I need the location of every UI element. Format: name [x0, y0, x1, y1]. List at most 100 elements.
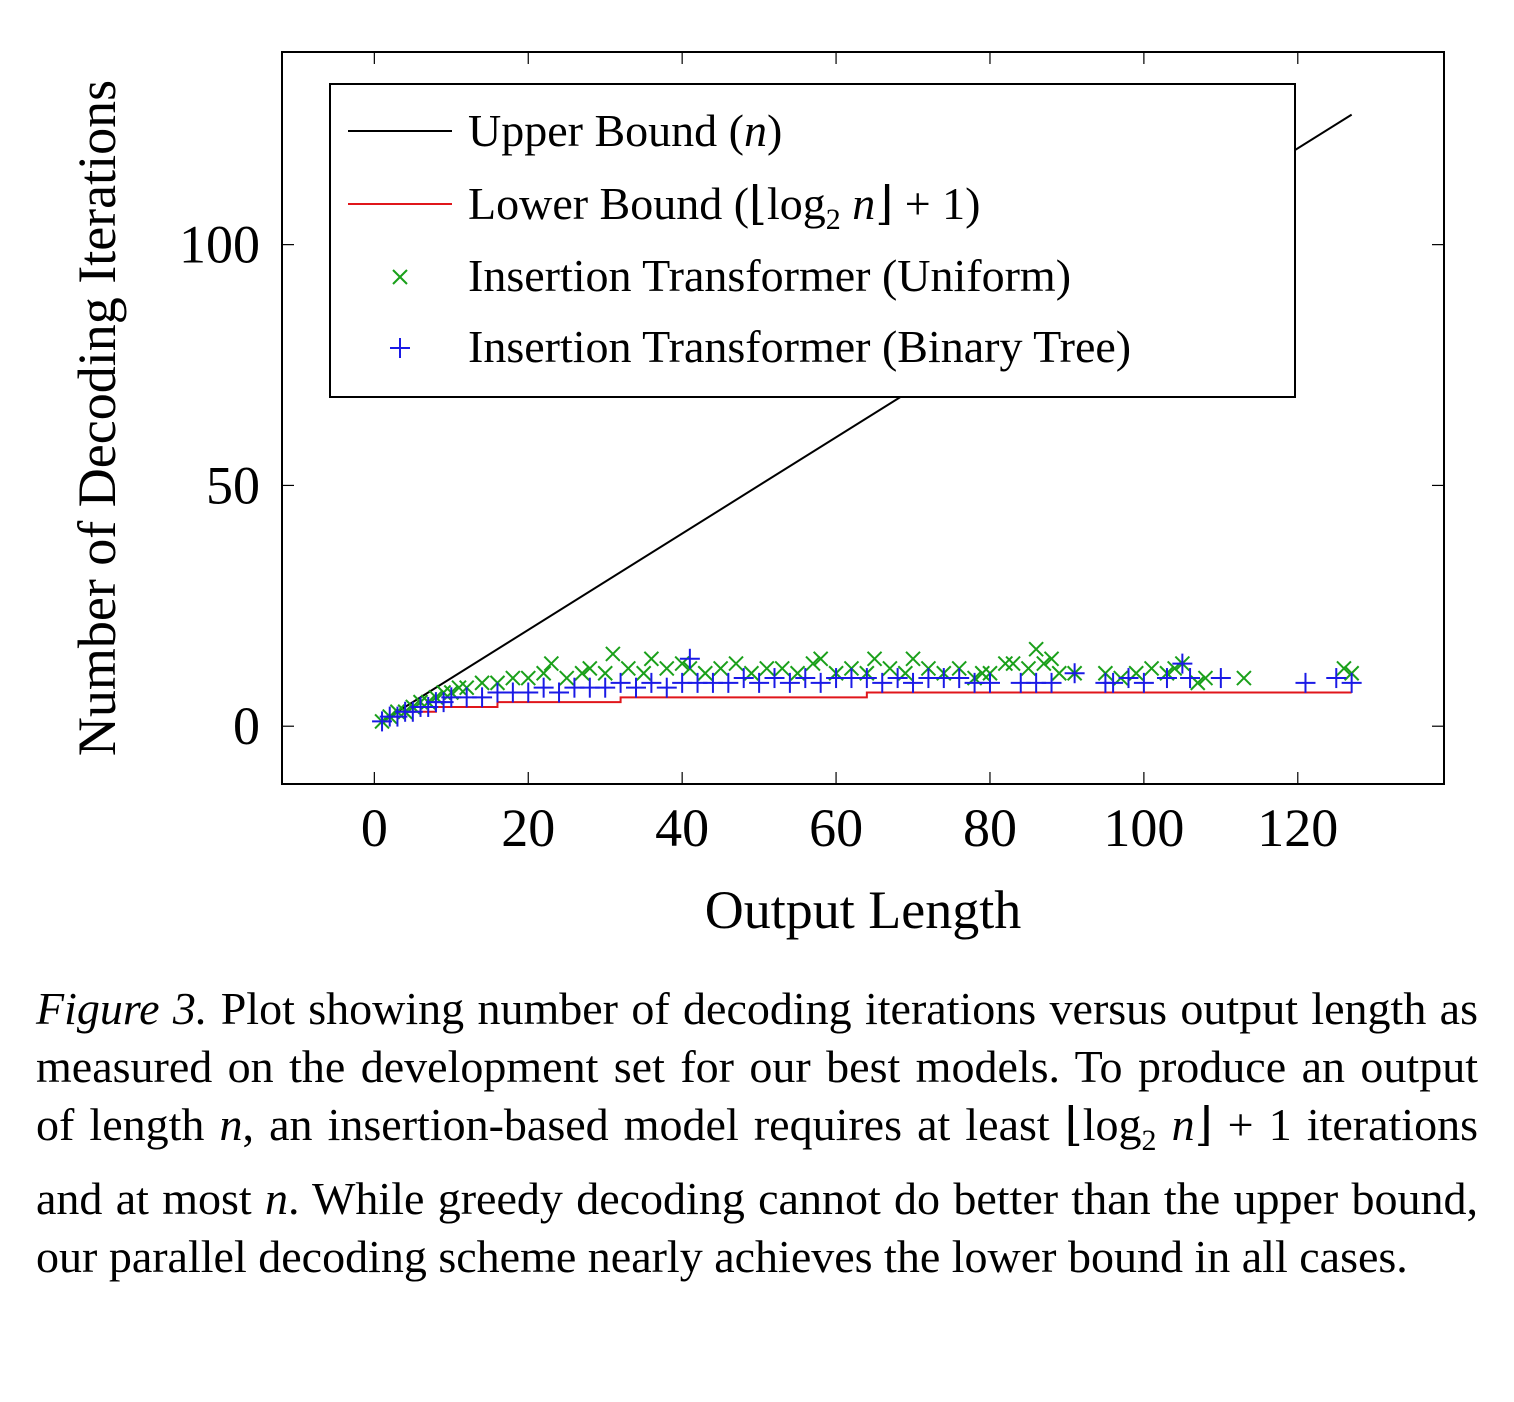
- binary-tree-point: [679, 648, 700, 669]
- x-tick-label: 120: [1257, 798, 1338, 858]
- uniform-point: [1020, 660, 1037, 677]
- uniform-point: [1043, 651, 1060, 667]
- legend-label-uniform: Insertion Transformer (Uniform): [468, 250, 1071, 301]
- uniform-point: [620, 660, 636, 677]
- legend-x-marker: [392, 269, 408, 285]
- figure: 0 20 40 60 80 100 120 0 50 100 Output Length Numb…: [67, 51, 1445, 940]
- binary-tree-point: [372, 711, 393, 732]
- uniform-point: [1143, 660, 1160, 677]
- y-tick-label: 0: [233, 696, 260, 756]
- x-tick-label: 0: [361, 798, 388, 858]
- binary-tree-point: [718, 672, 739, 693]
- plot-frame: [281, 51, 1445, 785]
- binary-tree-point: [1180, 668, 1201, 689]
- binary-tree-point: [764, 668, 785, 689]
- uniform-point: [535, 665, 552, 681]
- binary-tree-point: [533, 677, 554, 698]
- caption-label: Figure 3.: [36, 983, 208, 1034]
- caption-text-4: . While greedy decoding cannot do better…: [36, 1173, 1478, 1283]
- binary-tree-point: [903, 672, 924, 693]
- uniform-point: [643, 651, 660, 667]
- binary-tree-point: [418, 696, 439, 717]
- uniform-point: [520, 670, 536, 686]
- caption-sub-2: 2: [1141, 1124, 1157, 1158]
- binary-tree-point: [949, 668, 970, 689]
- uniform-point: [712, 660, 729, 677]
- uniform-point: [774, 660, 790, 677]
- uniform-point: [635, 665, 652, 681]
- x-axis-label: Output Length: [705, 880, 1021, 940]
- binary-tree-point: [549, 682, 570, 703]
- uniform-point: [1336, 660, 1352, 677]
- uniform-point: [728, 655, 744, 672]
- binary-tree-point: [1118, 668, 1139, 689]
- binary-tree-point: [518, 682, 539, 703]
- uniform-point: [812, 651, 829, 667]
- binary-tree-point: [1172, 653, 1193, 674]
- caption-var-n: n: [219, 1099, 243, 1150]
- x-tick-label: 100: [1103, 798, 1184, 858]
- x-tick-label: 80: [963, 798, 1017, 858]
- legend-label-lower: Lower Bound (⌊log2 n⌋ + 1): [468, 178, 981, 236]
- uniform-point: [697, 665, 713, 681]
- uniform-point: [505, 670, 521, 686]
- caption-var-n2: n: [1156, 1099, 1195, 1150]
- uniform-point: [1197, 670, 1214, 686]
- binary-tree-point: [1133, 672, 1154, 693]
- x-tick-label: 40: [655, 798, 709, 858]
- y-tick-label: 100: [179, 215, 260, 275]
- y-tick-label: 50: [206, 455, 260, 515]
- binary-tree-point: [733, 668, 754, 689]
- uniform-point: [451, 679, 467, 696]
- uniform-point: [805, 655, 821, 672]
- binary-tree-point: [1341, 672, 1362, 693]
- binary-tree-point: [472, 687, 493, 708]
- legend: Upper Bound (n) Lower Bound (⌊log2 n⌋ + …: [329, 83, 1296, 398]
- uniform-point: [582, 660, 598, 677]
- binary-tree-point: [1210, 668, 1231, 689]
- binary-tree-point: [1041, 672, 1062, 693]
- binary-tree-point: [625, 677, 646, 698]
- binary-tree-point: [1295, 672, 1316, 693]
- binary-tree-point: [1064, 663, 1085, 684]
- binary-tree-point: [1326, 668, 1347, 689]
- uniform-point: [559, 670, 575, 686]
- binary-tree-point: [595, 677, 616, 698]
- uniform-point: [882, 660, 898, 677]
- binary-tree-point: [1156, 668, 1177, 689]
- uniform-point: [866, 651, 883, 667]
- uniform-point: [659, 660, 675, 677]
- figure-caption: Figure 3. Plot showing number of decodin…: [36, 980, 1478, 1286]
- binary-tree-point: [795, 668, 816, 689]
- binary-tree-point: [402, 701, 423, 722]
- uniform-point: [574, 665, 590, 681]
- caption-text-1: Plot showing number of decoding iteratio…: [36, 983, 1479, 1150]
- legend-marker-binary-icon: [390, 338, 410, 358]
- caption-text-2: , an insertion-based model requires at l…: [242, 1099, 1142, 1150]
- binary-tree-point: [887, 668, 908, 689]
- caption-text-3: ⌋ + 1 iterations and at most: [36, 1099, 1478, 1225]
- binary-tree-point: [749, 672, 770, 693]
- legend-label-upper: Upper Bound (n): [468, 105, 782, 156]
- binary-tree-point: [1103, 672, 1124, 693]
- binary-tree-point: [387, 706, 408, 727]
- binary-tree-point: [979, 672, 1000, 693]
- uniform-point: [759, 660, 775, 677]
- binary-tree-point: [810, 672, 831, 693]
- uniform-point: [1036, 655, 1052, 672]
- x-tick-label: 60: [809, 798, 863, 858]
- scatter-chart: 0 20 40 60 80 100 120 0 50 100 Output Length Numb…: [67, 51, 1445, 940]
- uniform-point: [597, 665, 613, 681]
- uniform-point: [905, 651, 921, 667]
- uniform-point: [474, 675, 490, 691]
- uniform-point: [1028, 641, 1044, 657]
- uniform-point: [543, 655, 560, 672]
- binary-tree-point: [656, 677, 677, 698]
- binary-tree-point: [779, 672, 800, 693]
- binary-tree-point: [433, 692, 454, 713]
- x-tick-label: 20: [501, 798, 555, 858]
- binary-tree-point: [856, 668, 877, 689]
- legend-label-binary: Insertion Transformer (Binary Tree): [468, 321, 1131, 372]
- y-axis-label: Number of Decoding Iterations: [67, 80, 127, 756]
- binary-tree-point: [872, 672, 893, 693]
